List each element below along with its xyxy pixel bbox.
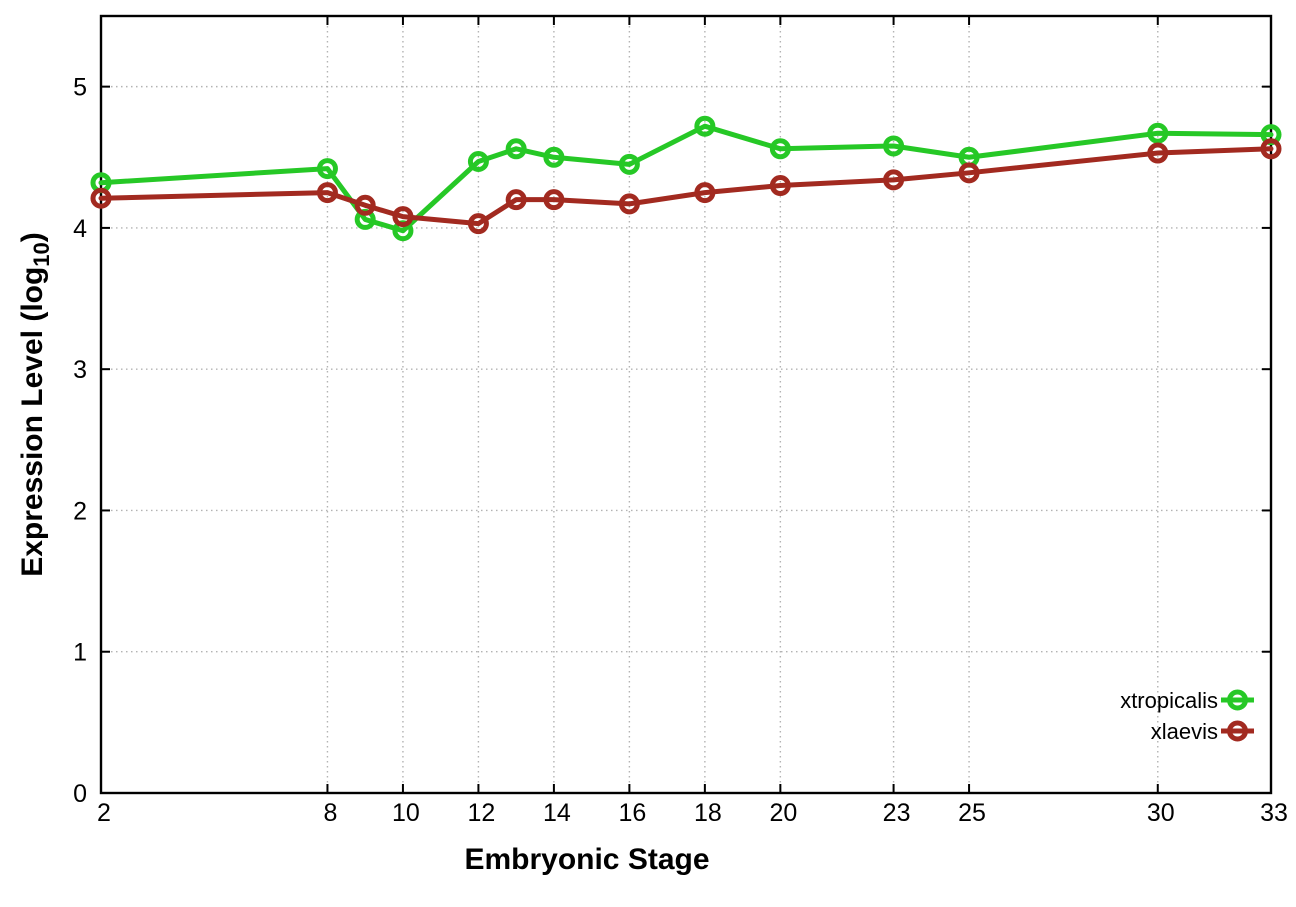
data-point-marker: [883, 135, 905, 157]
data-point-marker: [505, 138, 527, 160]
x-tick-label: 30: [1147, 799, 1175, 827]
y-tick-label: 0: [73, 780, 87, 808]
x-axis-label: Embryonic Stage: [464, 843, 709, 876]
data-point-marker: [90, 187, 112, 209]
x-tick-label: 23: [883, 799, 911, 827]
x-tick-label: 8: [323, 799, 337, 827]
y-tick-label: 3: [73, 356, 87, 384]
x-tick-label: 10: [392, 799, 420, 827]
data-point-marker: [883, 169, 905, 191]
x-tick-label: 14: [543, 799, 571, 827]
data-point-marker: [543, 146, 565, 168]
gridlines: [101, 16, 1271, 793]
y-tick-label: 2: [73, 497, 87, 525]
data-point-marker: [769, 175, 791, 197]
legend-label-xlaevis: xlaevis: [1151, 719, 1218, 744]
series-line-xtropicalis: [98, 123, 1274, 234]
data-point-marker: [543, 189, 565, 211]
data-point-marker: [1260, 138, 1282, 160]
axis-ticks: [100, 16, 1272, 794]
x-tick-label: 18: [694, 799, 722, 827]
series-xlaevis: [90, 138, 1282, 235]
data-point-marker: [467, 151, 489, 173]
x-tick-label: 20: [769, 799, 797, 827]
x-tick-label: 16: [618, 799, 646, 827]
y-tick-label: 1: [73, 639, 87, 667]
data-point-marker: [694, 115, 716, 137]
data-point-marker: [392, 206, 414, 228]
data-point-marker: [467, 213, 489, 235]
y-tick-label: 5: [73, 74, 87, 102]
y-axis-label: Expression Level (log10): [16, 232, 54, 577]
y-tick-labels: 0 1 2 3 4 5: [73, 74, 87, 808]
data-point-marker: [958, 162, 980, 184]
data-point-marker: [1147, 142, 1169, 164]
data-point-marker: [694, 182, 716, 204]
legend-marker-xtropicalis: [1227, 689, 1248, 711]
plot-border: [99, 14, 1273, 795]
data-point-marker: [316, 182, 338, 204]
data-point-marker: [618, 193, 640, 215]
x-tick-label: 2: [97, 799, 111, 827]
legend-marker-xlaevis: [1227, 720, 1248, 742]
x-tick-label: 25: [958, 799, 986, 827]
x-tick-label: 33: [1260, 799, 1288, 827]
legend: xtropicalis xlaevis: [1120, 688, 1254, 744]
data-point-marker: [1147, 122, 1169, 144]
data-point-marker: [505, 189, 527, 211]
data-point-marker: [354, 194, 376, 216]
series-line-xlaevis: [98, 146, 1274, 227]
legend-label-xtropicalis: xtropicalis: [1120, 688, 1218, 713]
y-tick-label: 4: [73, 215, 87, 243]
x-tick-label: 12: [468, 799, 496, 827]
x-tick-labels: 2 8 10 12 14 16 18 20 23 25 30 33: [97, 799, 1288, 827]
data-point-marker: [618, 153, 640, 175]
data-point-marker: [769, 138, 791, 160]
series-xtropicalis: [90, 115, 1282, 242]
data-point-marker: [316, 158, 338, 180]
